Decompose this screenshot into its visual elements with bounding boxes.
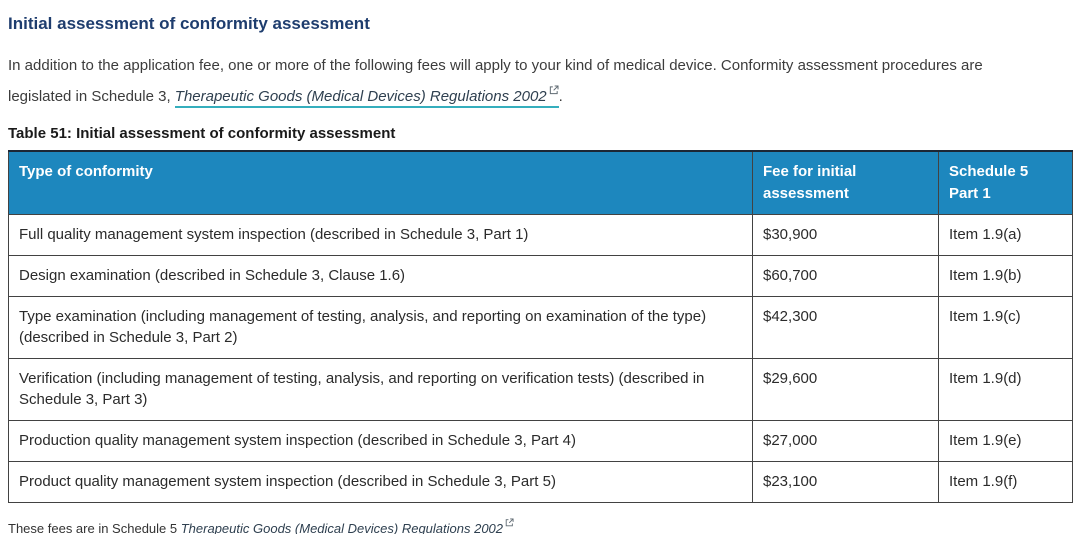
- cell-fee: $29,600: [752, 358, 939, 421]
- footnote-regulations-link-label: Therapeutic Goods (Medical Devices) Regu…: [180, 521, 504, 534]
- column-header-fee: Fee for initial assessment: [752, 150, 939, 215]
- cell-fee: $23,100: [752, 461, 939, 503]
- cell-fee: $42,300: [752, 296, 939, 359]
- cell-type: Product quality management system inspec…: [8, 461, 753, 503]
- cell-type: Production quality management system ins…: [8, 420, 753, 462]
- header-line: Fee for initial: [763, 163, 857, 180]
- page-title: Initial assessment of conformity assessm…: [8, 14, 370, 33]
- footnote-regulations-link[interactable]: Therapeutic Goods (Medical Devices) Regu…: [180, 518, 515, 534]
- column-header-schedule: Schedule 5 Part 1: [938, 150, 1073, 215]
- column-header-type-of-conformity: Type of conformity: [8, 150, 753, 215]
- regulations-link-label: Therapeutic Goods (Medical Devices) Regu…: [174, 88, 547, 105]
- cell-type: Type examination (including management o…: [8, 296, 753, 359]
- table-row: Type examination (including management o…: [8, 296, 1073, 359]
- table-caption: Table 51: Initial assessment of conformi…: [8, 125, 396, 142]
- cell-item: Item 1.9(c): [938, 296, 1073, 359]
- regulations-link[interactable]: Therapeutic Goods (Medical Devices) Regu…: [174, 85, 559, 108]
- fees-table-header: Type of conformity Fee for initial assess…: [8, 150, 1073, 215]
- cell-item: Item 1.9(f): [938, 461, 1073, 503]
- cell-fee: $60,700: [752, 255, 939, 297]
- intro-text: In addition to the application fee, one …: [8, 57, 983, 105]
- fees-table: Type of conformity Fee for initial assess…: [8, 150, 1073, 503]
- external-link-icon: [505, 514, 514, 532]
- cell-fee: $27,000: [752, 420, 939, 462]
- header-line: Part 1: [949, 185, 991, 202]
- footnote: These fees are in Schedule 5 Therapeutic…: [8, 514, 1072, 534]
- table-row: Product quality management system inspec…: [8, 461, 1073, 503]
- cell-type: Verification (including management of te…: [8, 358, 753, 421]
- cell-type: Design examination (described in Schedul…: [8, 255, 753, 297]
- header-line: Type of conformity: [19, 163, 153, 180]
- table-row: Design examination (described in Schedul…: [8, 255, 1073, 297]
- table-row: Production quality management system ins…: [8, 420, 1073, 462]
- intro-text-end: .: [558, 88, 563, 105]
- header-line: Schedule 5: [949, 163, 1029, 180]
- table-row: Verification (including management of te…: [8, 358, 1073, 421]
- header-row: Type of conformity Fee for initial assess…: [8, 150, 1073, 215]
- cell-item: Item 1.9(b): [938, 255, 1073, 297]
- external-link-icon: [549, 78, 559, 103]
- cell-item: Item 1.9(d): [938, 358, 1073, 421]
- cell-fee: $30,900: [752, 214, 939, 256]
- fees-table-body: Full quality management system inspectio…: [8, 214, 1073, 503]
- table-row: Full quality management system inspectio…: [8, 214, 1073, 256]
- footnote-text: These fees are in Schedule 5: [8, 521, 181, 534]
- intro-paragraph: In addition to the application fee, one …: [8, 53, 1030, 109]
- cell-type: Full quality management system inspectio…: [8, 214, 753, 256]
- cell-item: Item 1.9(e): [938, 420, 1073, 462]
- header-line: assessment: [763, 185, 849, 202]
- cell-item: Item 1.9(a): [938, 214, 1073, 256]
